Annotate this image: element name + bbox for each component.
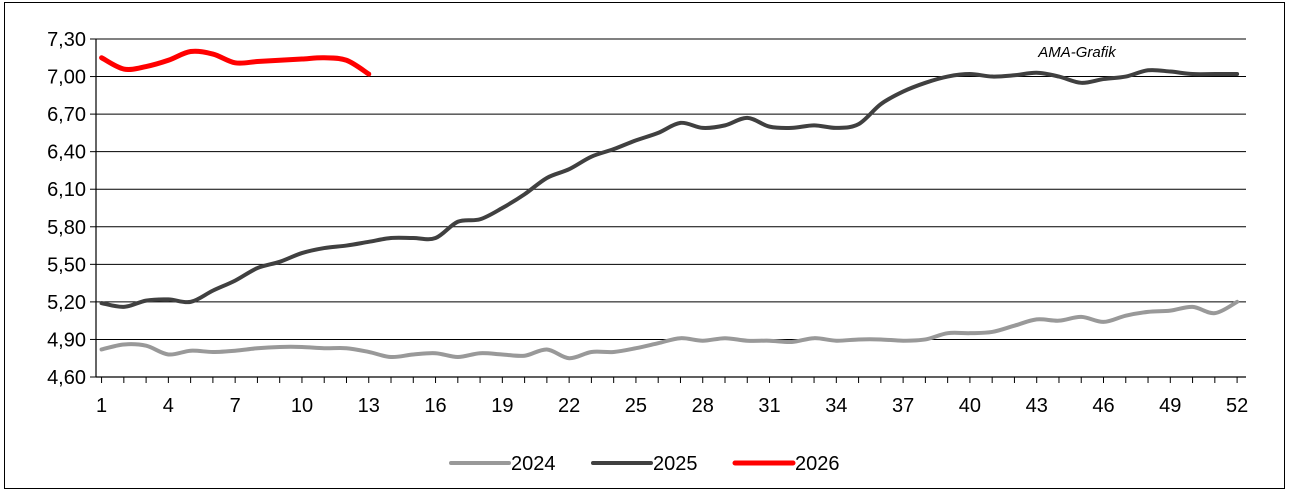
x-tick-label: 4 bbox=[163, 395, 174, 417]
series-line-2026 bbox=[99, 48, 372, 77]
y-tick-label: 5,20 bbox=[47, 292, 86, 314]
x-tick-label: 49 bbox=[1159, 395, 1181, 417]
x-tick-label: 28 bbox=[692, 395, 714, 417]
chart-frame bbox=[4, 2, 1285, 489]
gridlines bbox=[96, 38, 1246, 340]
legend-label-2024: 2024 bbox=[511, 453, 556, 475]
x-tick-label: 37 bbox=[892, 395, 914, 417]
x-tick-label: 7 bbox=[230, 395, 241, 417]
x-tick-label: 10 bbox=[291, 395, 313, 417]
y-tick-label: 4,60 bbox=[47, 367, 86, 389]
x-tick-label: 16 bbox=[424, 395, 446, 417]
y-tick-label: 6,70 bbox=[47, 104, 86, 126]
y-tick-label: 6,40 bbox=[47, 142, 86, 164]
x-tick-label: 31 bbox=[758, 395, 780, 417]
chart-annotation: AMA-Grafik bbox=[1037, 44, 1117, 61]
y-tick-label: 7,30 bbox=[47, 29, 86, 51]
series-line-2024 bbox=[99, 299, 1240, 361]
series-line-2025 bbox=[99, 68, 1240, 309]
x-tick-label: 22 bbox=[558, 395, 580, 417]
y-tick-label: 7,00 bbox=[47, 67, 86, 89]
x-tick-label: 1 bbox=[96, 395, 107, 417]
y-tick-label: 5,50 bbox=[47, 254, 86, 276]
x-tick-label: 19 bbox=[491, 395, 513, 417]
legend-label-2025: 2025 bbox=[653, 453, 698, 475]
legend: 2024 2025 2026 bbox=[449, 453, 840, 475]
y-tick-label: 4,90 bbox=[47, 329, 86, 351]
x-tick-label: 34 bbox=[825, 395, 847, 417]
x-tick-label: 52 bbox=[1226, 395, 1248, 417]
series-lines bbox=[99, 48, 1240, 361]
x-tick-label: 46 bbox=[1092, 395, 1114, 417]
x-tick-label: 43 bbox=[1026, 395, 1048, 417]
y-tick-label: 5,80 bbox=[47, 217, 86, 239]
y-tick-label: 6,10 bbox=[47, 179, 86, 201]
legend-label-2026: 2026 bbox=[795, 453, 840, 475]
axes: 4,60 4,90 5,20 5,50 5,80 6,10 6,40 6,70 7,00 7,30… bbox=[47, 29, 1248, 417]
x-tick-label: 25 bbox=[625, 395, 647, 417]
x-tick-label: 40 bbox=[959, 395, 981, 417]
x-tick-label: 13 bbox=[358, 395, 380, 417]
